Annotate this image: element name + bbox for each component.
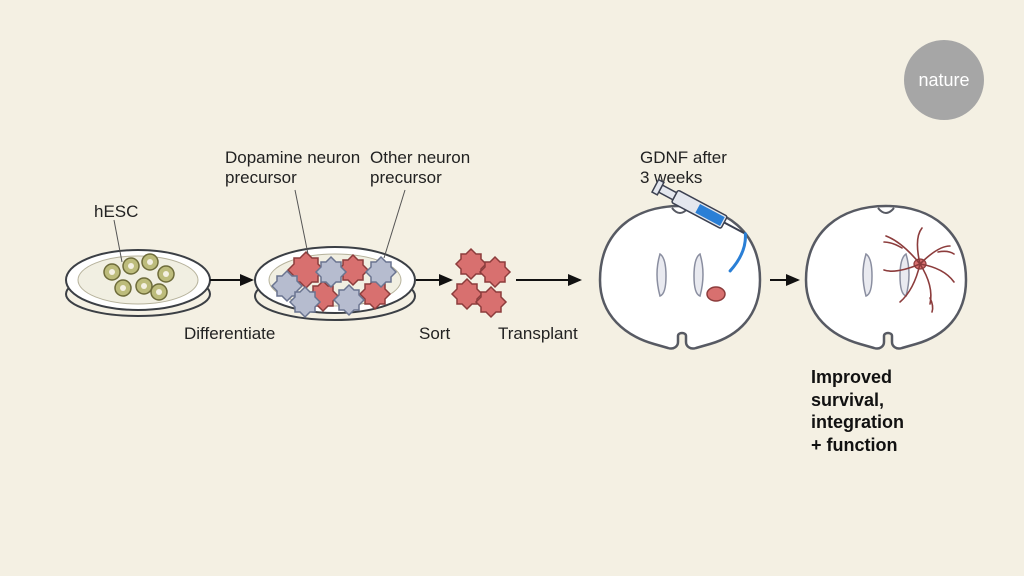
sorted-cells <box>452 249 510 317</box>
dish-hesc <box>66 220 210 316</box>
dish-mixed <box>255 190 415 320</box>
diagram-canvas <box>0 0 1024 576</box>
brain-section-2 <box>806 206 966 349</box>
brain-section-1 <box>600 180 760 349</box>
